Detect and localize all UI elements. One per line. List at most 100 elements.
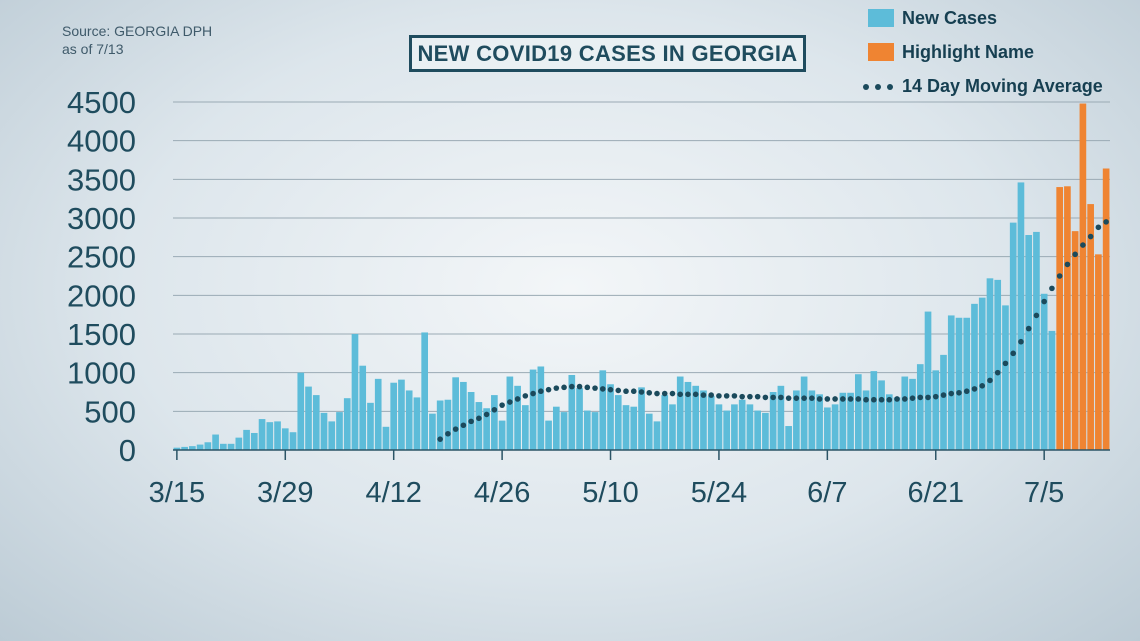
moving-average-point [785, 395, 792, 401]
moving-average-point [747, 393, 753, 400]
moving-average-point [530, 390, 536, 397]
legend-label-moving-average: 14 Day Moving Average [902, 76, 1103, 96]
bar-new-cases [583, 410, 591, 450]
moving-average-point [886, 396, 893, 403]
moving-average-point [832, 396, 838, 402]
bar-new-cases [460, 381, 467, 450]
moving-average-point [623, 388, 629, 395]
bar-new-cases [173, 447, 181, 450]
moving-average-point [847, 396, 854, 402]
bar-new-cases [793, 390, 800, 450]
bar-new-cases [630, 406, 638, 450]
moving-average-point [507, 399, 513, 405]
moving-average-point [561, 384, 567, 391]
bar-new-cases [955, 317, 963, 450]
bar-new-cases [506, 376, 514, 450]
bar-new-cases [1009, 222, 1017, 450]
bar-new-cases [243, 429, 250, 450]
x-tick-label: 5/10 [582, 477, 638, 509]
bar-new-cases [994, 279, 1002, 450]
bar-new-cases [1017, 182, 1025, 450]
bar-new-cases [522, 405, 529, 450]
bar-new-cases [808, 390, 816, 450]
bar-new-cases [545, 420, 552, 450]
x-tick-label: 4/26 [474, 477, 530, 509]
moving-average-point [894, 396, 900, 402]
bar-new-cases [351, 334, 359, 450]
bar-new-cases [390, 382, 398, 450]
bar-new-cases [529, 369, 537, 450]
bar-new-cases [645, 413, 653, 450]
bar-new-cases [901, 376, 909, 450]
x-axis-ticks [176, 450, 1045, 460]
moving-average-point [793, 395, 800, 401]
bar-new-cases [971, 303, 978, 450]
y-tick-label: 1000 [67, 356, 136, 391]
moving-average-point [638, 389, 645, 395]
bar-new-cases [444, 399, 452, 450]
bar-new-cases [491, 395, 498, 450]
moving-average-point [491, 406, 498, 413]
moving-average-point [538, 388, 544, 395]
moving-average-point [963, 388, 970, 395]
bar-new-cases [320, 412, 328, 450]
bar-new-cases [940, 354, 947, 450]
legend-dots-icon [863, 84, 893, 90]
bar-new-cases [405, 390, 413, 450]
moving-average-point [677, 391, 684, 398]
moving-average-point [437, 436, 443, 442]
y-tick-label: 4500 [67, 85, 136, 120]
bar-new-cases [738, 399, 746, 450]
moving-average-point [445, 430, 451, 437]
moving-average-point [1010, 350, 1017, 357]
moving-average-point [1064, 261, 1071, 268]
moving-average-point [646, 389, 653, 396]
moving-average-point [514, 396, 521, 402]
legend-label-highlight: Highlight Name [902, 42, 1035, 62]
bar-new-cases [731, 404, 738, 450]
bar-new-cases [336, 412, 343, 450]
moving-average-point [1080, 242, 1086, 248]
bar-new-cases [824, 407, 831, 450]
bar-new-cases [785, 426, 792, 450]
bar-new-cases [754, 410, 761, 450]
moving-average-point [692, 391, 699, 398]
bar-new-cases [212, 434, 219, 450]
bar-new-cases [514, 385, 521, 450]
legend-item-highlight: Highlight Name [862, 40, 1132, 74]
bar-new-cases [1025, 235, 1033, 450]
bar-new-cases [1002, 305, 1009, 450]
x-tick-label: 3/15 [149, 477, 205, 509]
bar-new-cases [607, 384, 614, 450]
bar-new-cases [862, 390, 870, 450]
bar-new-cases [266, 422, 274, 450]
legend-swatch-new-cases [868, 9, 894, 27]
legend: New Cases Highlight Name 14 Day Moving A… [862, 6, 1132, 108]
moving-average-point [1072, 251, 1078, 258]
moving-average-point [630, 388, 637, 395]
moving-average-point [685, 391, 691, 398]
moving-average-point [932, 393, 939, 400]
bar-new-cases [258, 419, 266, 450]
y-tick-label: 1500 [67, 317, 136, 352]
bar-new-cases [1048, 330, 1056, 450]
bar-new-cases [746, 404, 754, 450]
bar-new-cases [700, 390, 707, 450]
bar-new-cases [932, 370, 940, 450]
bar-new-cases [552, 406, 560, 450]
moving-average-point [925, 394, 931, 401]
moving-average-point [1049, 285, 1055, 292]
x-tick-label: 6/21 [908, 477, 964, 509]
bar-new-cases [870, 371, 878, 450]
x-tick-label: 3/29 [257, 477, 313, 509]
bar-new-cases [576, 388, 583, 450]
moving-average-point [708, 392, 714, 398]
bar-new-cases [978, 297, 986, 450]
moving-average-point [878, 396, 885, 403]
bar-new-cases [281, 428, 289, 450]
x-tick-label: 4/12 [365, 477, 421, 509]
bar-new-cases [653, 421, 661, 450]
bar-new-cases [328, 421, 336, 450]
y-tick-label: 3500 [67, 162, 136, 197]
